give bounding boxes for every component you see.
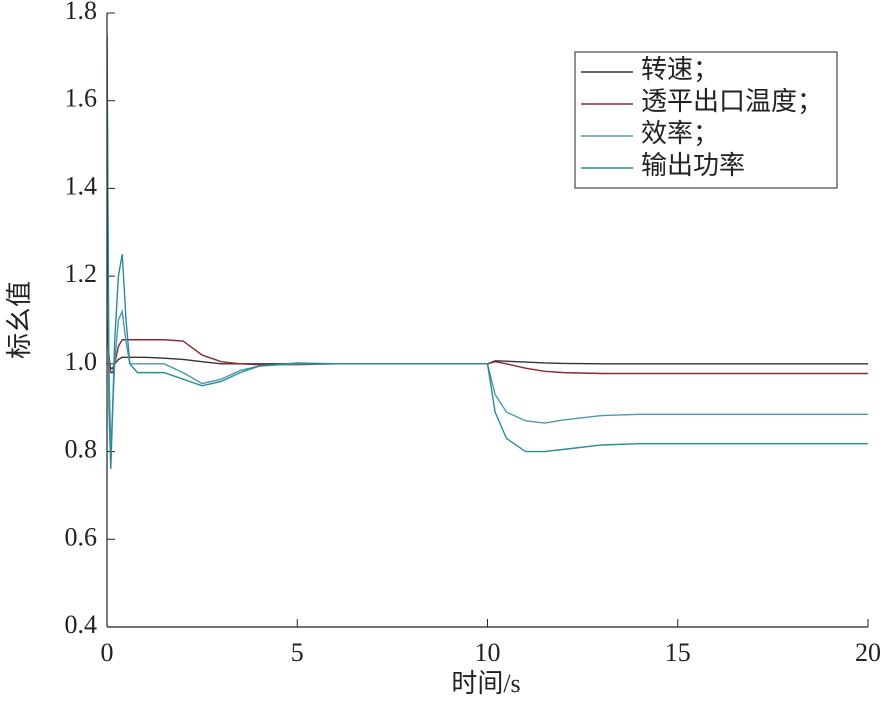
y-tick-label: 0.8 xyxy=(65,435,98,464)
y-tick-label: 0.6 xyxy=(65,522,98,551)
y-tick-label: 1.6 xyxy=(65,84,98,113)
y-tick-label: 1.4 xyxy=(65,171,98,200)
x-tick-label: 10 xyxy=(475,638,501,667)
legend-label: 输出功率 xyxy=(641,151,745,180)
y-axis-label: 标幺值 xyxy=(5,281,34,359)
legend-label: 透平出口温度； xyxy=(641,87,823,116)
series-line xyxy=(107,34,868,470)
x-tick-label: 15 xyxy=(665,638,691,667)
series-line xyxy=(107,34,868,452)
ticks: 0.4 0.6 0.8 1.0 1.2 1.4 1.6 1.8 0 5 10 15 20 xyxy=(65,0,882,667)
y-tick-label: 1.8 xyxy=(65,0,98,25)
legend-box xyxy=(574,51,838,189)
series-line xyxy=(107,319,868,375)
x-tick-label: 20 xyxy=(855,638,881,667)
y-tick-label: 0.4 xyxy=(65,610,98,639)
x-tick-label: 0 xyxy=(101,638,114,667)
legend-label: 转速； xyxy=(641,55,719,84)
legend-label: 效率； xyxy=(641,119,719,148)
y-tick-label: 1.0 xyxy=(65,347,98,376)
x-axis-label: 时间/s xyxy=(451,669,520,698)
y-tick-label: 1.2 xyxy=(65,259,98,288)
x-tick-label: 5 xyxy=(291,638,304,667)
lines xyxy=(107,34,868,470)
legend: 转速； 透平出口温度； 效率； 输出功率 xyxy=(574,51,838,189)
